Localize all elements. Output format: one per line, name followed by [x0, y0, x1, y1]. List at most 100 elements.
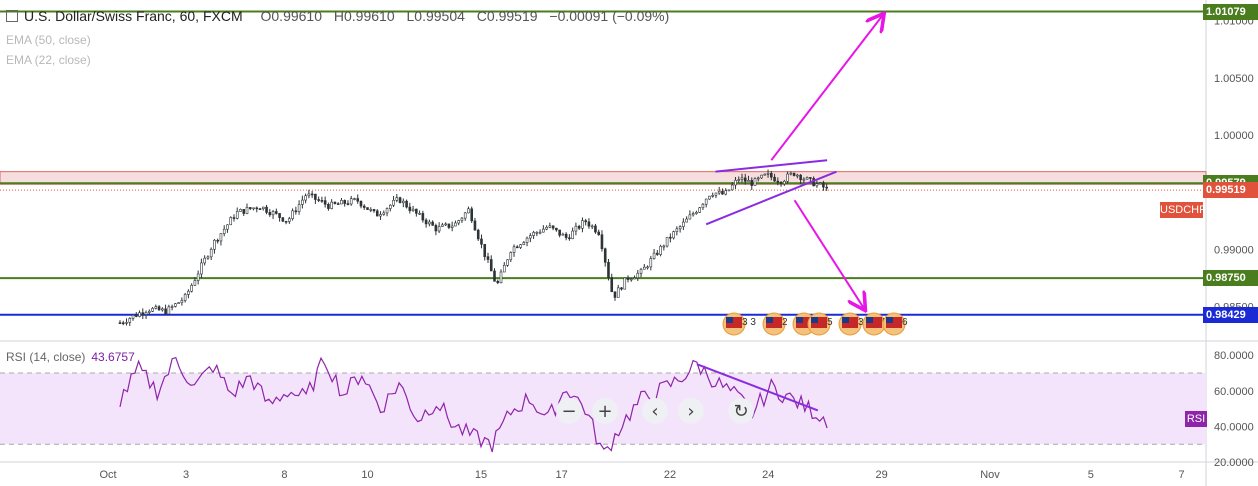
candle-body: [118, 322, 122, 324]
us-flag-stripes: [886, 317, 902, 328]
candle-body: [203, 257, 206, 264]
candle-body: [226, 224, 229, 230]
candle-body: [398, 197, 402, 204]
candle-body: [180, 300, 184, 303]
zoom-out-button[interactable]: −: [556, 398, 582, 424]
event-flag-label: 3 3: [742, 317, 756, 328]
candle-body: [431, 221, 434, 226]
candle-body: [441, 224, 444, 227]
candle-body: [756, 177, 760, 180]
candle-body: [402, 200, 405, 204]
candle-body: [271, 211, 275, 216]
candle-body: [359, 200, 363, 207]
candle-body: [327, 203, 330, 209]
candle-body: [304, 195, 307, 201]
candle-body: [333, 201, 337, 204]
candle-body: [411, 208, 415, 211]
candle-body: [499, 271, 503, 284]
collapse-square-icon[interactable]: [6, 10, 18, 22]
time-tick-label-3: 10: [361, 469, 373, 481]
candle-body: [213, 239, 216, 250]
candle-body: [708, 195, 711, 200]
us-flag-stripes: [811, 317, 827, 328]
candle-body: [239, 209, 242, 212]
event-flag-label: 2: [782, 317, 788, 328]
time-tick-label-4: 15: [475, 469, 487, 481]
candle-body: [574, 225, 578, 232]
candle-body: [743, 177, 747, 182]
scroll-right-button[interactable]: ›: [678, 398, 704, 424]
event-flag-icon-6: 6: [882, 312, 908, 336]
candle-body: [522, 242, 526, 245]
annotation-arrow-1: [793, 199, 865, 309]
candle-body: [317, 199, 320, 201]
candle-body: [415, 208, 418, 214]
ema22-legend[interactable]: EMA (22, close): [6, 53, 91, 67]
candle-body: [379, 214, 382, 217]
candle-body: [125, 322, 128, 324]
scroll-left-button[interactable]: ‹: [642, 398, 668, 424]
candle-body: [395, 197, 399, 201]
rsi-label[interactable]: RSI (14, close): [6, 350, 86, 364]
candle-body: [532, 232, 535, 236]
candle-body: [727, 189, 731, 192]
time-tick-label-9: Nov: [980, 469, 1000, 481]
us-flag-canton: [811, 317, 818, 323]
candle-body: [134, 314, 138, 317]
candle-body: [747, 180, 750, 182]
candle-body: [799, 174, 802, 180]
candle-body: [148, 310, 151, 313]
candle-body: [486, 256, 490, 260]
symbol-legend: U.S. Dollar/Swiss Franc, 60, FXCM O0.996…: [6, 8, 669, 24]
candle-body: [444, 223, 447, 226]
candle-body: [121, 322, 125, 325]
candle-body: [428, 221, 431, 225]
price-tick-label-1: 1.00500: [1214, 73, 1254, 85]
candle-body: [408, 206, 412, 211]
candle-body: [646, 266, 649, 269]
candle-body: [174, 303, 177, 307]
event-flag-icon-3: 5: [807, 312, 833, 336]
candle-body: [297, 204, 301, 212]
candle-body: [288, 218, 291, 222]
rsi-tag: RSI: [1185, 411, 1207, 427]
candle-body: [750, 180, 754, 186]
candle-body: [519, 244, 522, 248]
candle-body: [336, 203, 340, 205]
candle-body: [600, 234, 604, 250]
candle-body: [206, 256, 210, 259]
candle-body: [555, 227, 558, 231]
candle-body: [144, 312, 148, 315]
candle-body: [512, 246, 516, 253]
candle-body: [460, 217, 464, 221]
candle-body: [610, 277, 614, 293]
candle-body: [190, 285, 193, 292]
open-value: O0.99610: [260, 8, 323, 24]
annotation-trendline-3: [705, 170, 837, 226]
candle-body: [584, 220, 587, 223]
candle-body: [737, 179, 741, 181]
reset-chart-button[interactable]: ↻: [728, 398, 754, 424]
annotation-trendline-2: [715, 159, 828, 173]
zoom-in-button[interactable]: +: [592, 398, 618, 424]
candle-body: [607, 261, 610, 278]
candle-body: [753, 178, 757, 186]
candle-body: [222, 228, 226, 234]
candle-body: [268, 212, 272, 216]
candle-body: [418, 213, 421, 215]
rsi-line: [119, 356, 828, 453]
ema50-legend[interactable]: EMA (50, close): [6, 33, 91, 47]
candle-body: [730, 184, 734, 191]
low-value: L0.99504: [406, 8, 465, 24]
candle-body: [193, 280, 197, 286]
candle-body: [164, 308, 167, 315]
symbol-title: U.S. Dollar/Swiss Franc, 60, FXCM: [24, 8, 243, 24]
candle-body: [545, 226, 548, 230]
candle-body: [506, 259, 509, 266]
price-tag-1.01079: 1.01079: [1203, 3, 1258, 20]
rsi-legend: RSI (14, close) 43.6757: [6, 350, 135, 364]
candle-body: [366, 207, 369, 210]
candle-body: [711, 195, 714, 197]
time-tick-label-1: 3: [183, 469, 189, 481]
